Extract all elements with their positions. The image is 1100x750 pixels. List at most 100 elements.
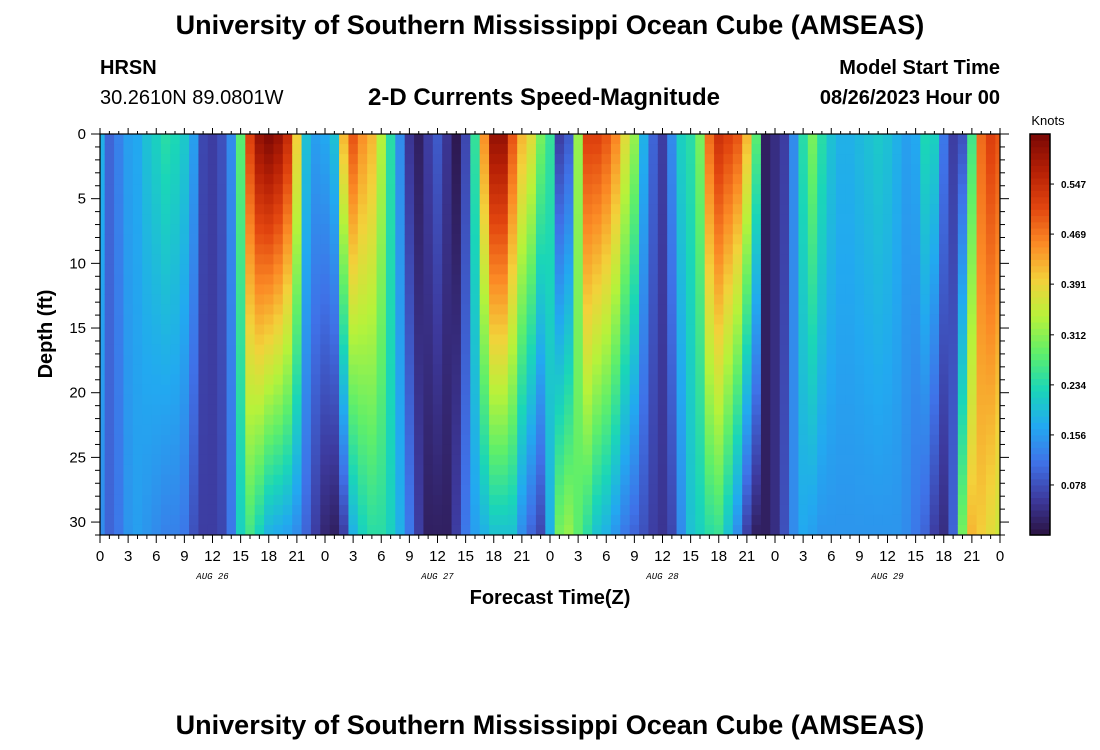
heatmap-cell bbox=[395, 454, 406, 466]
heatmap-cell bbox=[100, 454, 106, 466]
heatmap-cell bbox=[582, 204, 593, 215]
heatmap-cell bbox=[320, 254, 331, 265]
heatmap-cell bbox=[620, 164, 631, 175]
heatmap-cell bbox=[479, 524, 490, 535]
heatmap-cell bbox=[282, 154, 293, 165]
heatmap-cell bbox=[132, 404, 143, 416]
heatmap-cell bbox=[235, 404, 246, 416]
heatmap-cell bbox=[629, 364, 640, 376]
heatmap-cell bbox=[648, 304, 659, 316]
heatmap-cell bbox=[967, 384, 978, 396]
heatmap-cell bbox=[451, 394, 462, 406]
heatmap-cell bbox=[582, 294, 593, 306]
heatmap-cell bbox=[807, 214, 818, 225]
heatmap-cell bbox=[892, 304, 903, 316]
heatmap-cell bbox=[189, 324, 200, 336]
heatmap-cell bbox=[610, 134, 621, 145]
heatmap-cell bbox=[826, 194, 837, 205]
x-tick-label: 15 bbox=[907, 548, 924, 565]
heatmap-cell bbox=[620, 274, 631, 285]
heatmap-cell bbox=[704, 254, 715, 265]
heatmap-cell bbox=[742, 374, 753, 386]
heatmap-cell bbox=[273, 154, 284, 165]
heatmap-cell bbox=[254, 504, 265, 516]
heatmap-cell bbox=[854, 364, 865, 376]
heatmap-cell bbox=[329, 264, 340, 275]
heatmap-cell bbox=[479, 324, 490, 336]
heatmap-cell bbox=[864, 134, 875, 145]
heatmap-cell bbox=[817, 254, 828, 265]
heatmap-cell bbox=[376, 144, 387, 155]
heatmap-cell bbox=[610, 404, 621, 416]
heatmap-cell bbox=[751, 514, 762, 526]
heatmap-cell bbox=[873, 284, 884, 295]
heatmap-cell bbox=[667, 154, 678, 165]
heatmap-cell bbox=[423, 444, 434, 456]
heatmap-cell bbox=[507, 164, 518, 175]
heatmap-cell bbox=[189, 204, 200, 215]
heatmap-cell bbox=[535, 154, 546, 165]
heatmap-cell bbox=[685, 414, 696, 426]
heatmap-cell bbox=[948, 424, 959, 436]
heatmap-cell bbox=[132, 394, 143, 406]
heatmap-cell bbox=[526, 444, 537, 456]
heatmap-cell bbox=[226, 214, 237, 225]
heatmap-cell bbox=[376, 294, 387, 306]
heatmap-cell bbox=[170, 354, 181, 366]
heatmap-cell bbox=[957, 404, 968, 416]
heatmap-cell bbox=[770, 284, 781, 295]
heatmap-cell bbox=[751, 414, 762, 426]
heatmap-cell bbox=[939, 314, 950, 326]
heatmap-cell bbox=[760, 384, 771, 396]
heatmap-cell bbox=[864, 184, 875, 195]
heatmap-cell bbox=[639, 204, 650, 215]
heatmap-cell bbox=[489, 194, 500, 205]
heatmap-cell bbox=[385, 434, 396, 446]
heatmap-cell bbox=[770, 314, 781, 326]
heatmap-cell bbox=[620, 344, 631, 356]
heatmap-cell bbox=[714, 384, 725, 396]
heatmap-cell bbox=[901, 494, 912, 506]
heatmap-cell bbox=[732, 204, 743, 215]
heatmap-cell bbox=[807, 174, 818, 185]
heatmap-cell bbox=[189, 184, 200, 195]
heatmap-cell bbox=[657, 484, 668, 496]
heatmap-cell bbox=[667, 224, 678, 235]
heatmap-cell bbox=[714, 434, 725, 446]
heatmap-cell bbox=[676, 334, 687, 346]
heatmap-cell bbox=[807, 394, 818, 406]
heatmap-cell bbox=[526, 364, 537, 376]
heatmap-cell bbox=[582, 354, 593, 366]
heatmap-cell bbox=[423, 264, 434, 275]
heatmap-cell bbox=[807, 524, 818, 535]
heatmap-cell bbox=[395, 464, 406, 476]
heatmap-cell bbox=[376, 264, 387, 275]
heatmap-cell bbox=[723, 324, 734, 336]
heatmap-cell bbox=[142, 144, 153, 155]
heatmap-cell bbox=[329, 234, 340, 245]
heatmap-cell bbox=[217, 404, 228, 416]
heatmap-cell bbox=[385, 194, 396, 205]
heatmap-cell bbox=[704, 134, 715, 145]
heatmap-cell bbox=[339, 164, 350, 175]
heatmap-cell bbox=[264, 304, 275, 316]
heatmap-cell bbox=[376, 244, 387, 255]
heatmap-cell bbox=[610, 254, 621, 265]
heatmap-cell bbox=[376, 314, 387, 326]
heatmap-cell bbox=[470, 164, 481, 175]
heatmap-cell bbox=[779, 484, 790, 496]
heatmap-cell bbox=[423, 394, 434, 406]
heatmap-cell bbox=[367, 274, 378, 285]
heatmap-cell bbox=[498, 384, 509, 396]
heatmap-cell bbox=[301, 414, 312, 426]
heatmap-cell bbox=[282, 204, 293, 215]
heatmap-cell bbox=[142, 454, 153, 466]
heatmap-cell bbox=[507, 284, 518, 295]
heatmap-cell bbox=[470, 494, 481, 506]
heatmap-cell bbox=[179, 234, 190, 245]
heatmap-cell bbox=[357, 324, 368, 336]
heatmap-cell bbox=[282, 524, 293, 535]
heatmap-cell bbox=[301, 394, 312, 406]
heatmap-cell bbox=[704, 494, 715, 506]
heatmap-cell bbox=[929, 334, 940, 346]
